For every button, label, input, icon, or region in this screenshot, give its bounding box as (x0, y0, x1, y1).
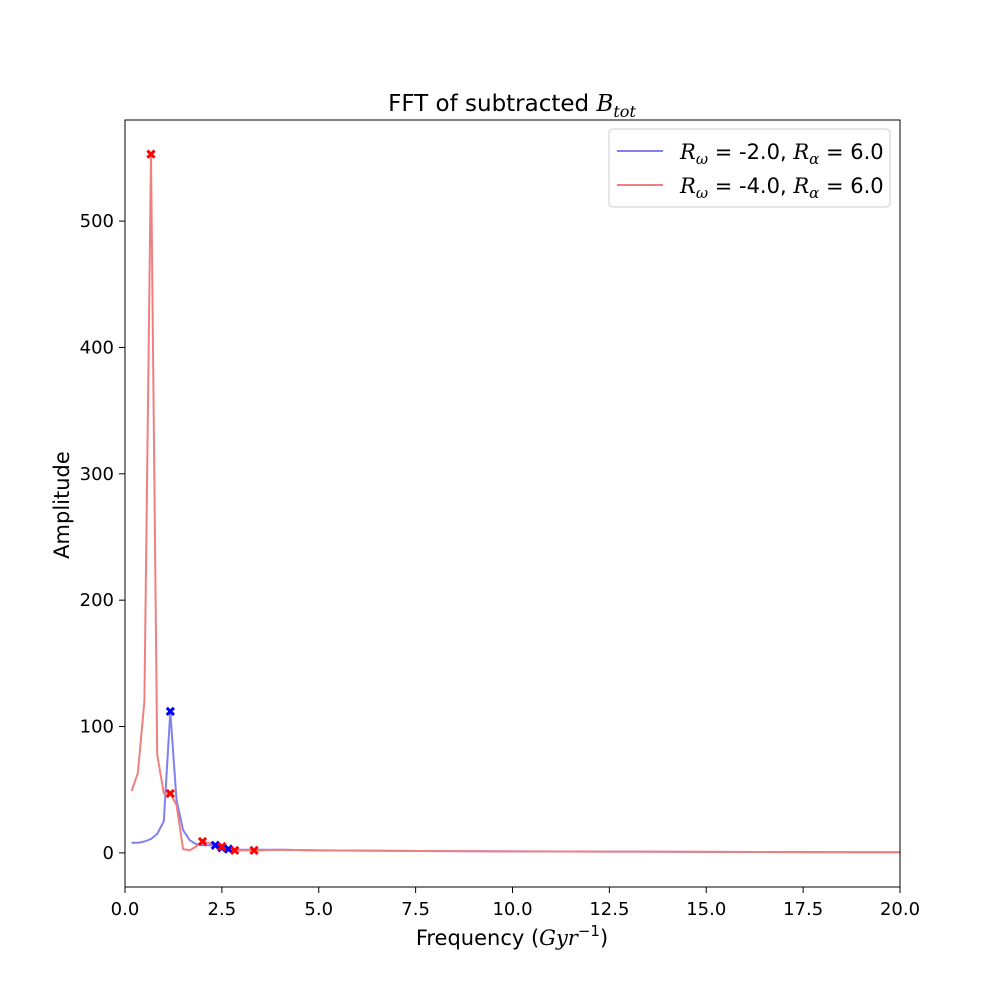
y-tick-label: 300 (80, 464, 114, 485)
peak-marker-series-0 (165, 706, 175, 717)
x-tick-label: 2.5 (208, 899, 237, 920)
x-tick-label: 10.0 (492, 899, 532, 920)
y-axis-label: Amplitude (50, 451, 74, 559)
y-tick-label: 0 (103, 843, 114, 864)
peak-marker-series-0 (210, 840, 220, 850)
plot-area (130, 149, 900, 856)
peak-marker-series-1 (197, 836, 208, 847)
x-axis-label: Frequency (Gyr−1) (416, 922, 608, 950)
x-tick-label: 12.5 (589, 899, 629, 920)
chart-title: FFT of subtracted Btot (388, 91, 636, 121)
x-tick-label: 0.0 (111, 899, 140, 920)
x-tick-label: 7.5 (401, 899, 430, 920)
y-axis-ticks: 0 100 200 300 400 500 (80, 211, 125, 864)
legend-box (608, 128, 891, 208)
peak-marker-series-1 (165, 788, 175, 799)
marker-layer (146, 149, 259, 856)
x-axis-ticks: 0.0 2.5 5.0 7.5 10.0 12.5 15.0 17.5 20.0 (111, 887, 920, 920)
x-tick-label: 17.5 (783, 899, 823, 920)
y-tick-label: 100 (80, 717, 114, 738)
peak-marker-series-1 (146, 149, 156, 159)
peak-marker-series-0 (223, 844, 234, 854)
peak-marker-series-1 (249, 845, 259, 856)
x-tick-label: 5.0 (304, 899, 333, 920)
legend-label-series-0: Rω = -2.0, Rα = 6.0 (679, 140, 884, 168)
peak-marker-series-1 (230, 845, 240, 856)
x-tick-label: 20.0 (880, 899, 920, 920)
legend-label-series-1: Rω = -4.0, Rα = 6.0 (679, 174, 884, 202)
x-tick-label: 15.0 (686, 899, 726, 920)
legend: Rω = -2.0, Rα = 6.0 Rω = -4.0, Rα = 6.0 (608, 128, 891, 208)
peak-marker-series-1 (217, 841, 227, 852)
y-tick-label: 500 (80, 211, 114, 232)
y-tick-label: 400 (80, 337, 114, 358)
y-tick-label: 200 (80, 590, 114, 611)
